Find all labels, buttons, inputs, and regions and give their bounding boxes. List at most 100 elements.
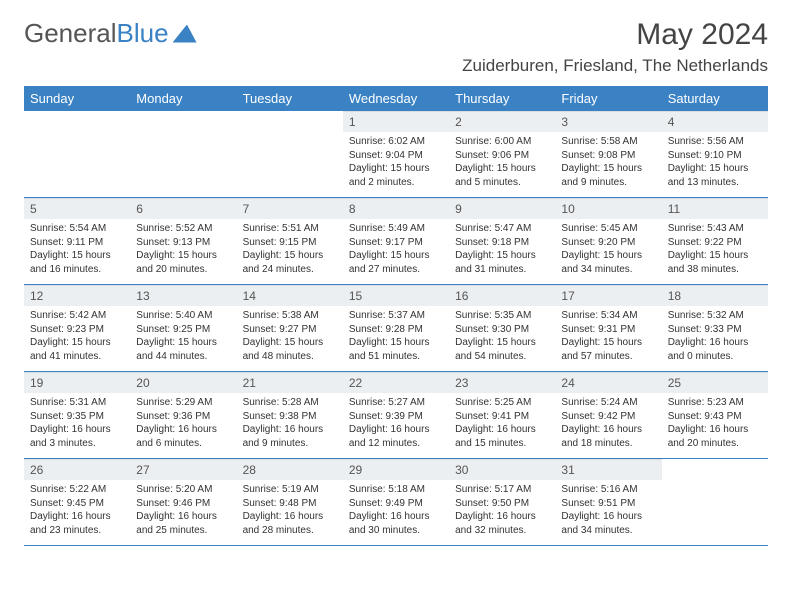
day-number: 5 — [24, 198, 130, 219]
day-cell-26: 26Sunrise: 5:22 AMSunset: 9:45 PMDayligh… — [24, 459, 130, 546]
empty-cell — [237, 111, 343, 198]
day-header-row: SundayMondayTuesdayWednesdayThursdayFrid… — [24, 86, 768, 111]
day-cell-30: 30Sunrise: 5:17 AMSunset: 9:50 PMDayligh… — [449, 459, 555, 546]
day-number: 25 — [662, 372, 768, 393]
day-cell-8: 8Sunrise: 5:49 AMSunset: 9:17 PMDaylight… — [343, 198, 449, 285]
month-title: May 2024 — [462, 18, 768, 52]
day-number: 21 — [237, 372, 343, 393]
day-number: 12 — [24, 285, 130, 306]
day-number: 18 — [662, 285, 768, 306]
day-details: Sunrise: 5:38 AMSunset: 9:27 PMDaylight:… — [237, 306, 343, 371]
day-number: 13 — [130, 285, 236, 306]
day-cell-19: 19Sunrise: 5:31 AMSunset: 9:35 PMDayligh… — [24, 372, 130, 459]
day-number: 7 — [237, 198, 343, 219]
day-number: 20 — [130, 372, 236, 393]
day-number: 26 — [24, 459, 130, 480]
day-number: 29 — [343, 459, 449, 480]
day-details: Sunrise: 5:34 AMSunset: 9:31 PMDaylight:… — [555, 306, 661, 371]
day-details: Sunrise: 5:45 AMSunset: 9:20 PMDaylight:… — [555, 219, 661, 284]
empty-cell — [24, 111, 130, 198]
day-details: Sunrise: 5:27 AMSunset: 9:39 PMDaylight:… — [343, 393, 449, 458]
day-details: Sunrise: 5:23 AMSunset: 9:43 PMDaylight:… — [662, 393, 768, 458]
day-number: 28 — [237, 459, 343, 480]
day-cell-21: 21Sunrise: 5:28 AMSunset: 9:38 PMDayligh… — [237, 372, 343, 459]
day-details: Sunrise: 5:19 AMSunset: 9:48 PMDaylight:… — [237, 480, 343, 545]
day-number: 24 — [555, 372, 661, 393]
day-number: 27 — [130, 459, 236, 480]
day-details: Sunrise: 5:25 AMSunset: 9:41 PMDaylight:… — [449, 393, 555, 458]
brand-part2: Blue — [117, 18, 169, 49]
day-cell-25: 25Sunrise: 5:23 AMSunset: 9:43 PMDayligh… — [662, 372, 768, 459]
header: GeneralBlue May 2024 Zuiderburen, Friesl… — [24, 18, 768, 76]
day-details: Sunrise: 5:58 AMSunset: 9:08 PMDaylight:… — [555, 132, 661, 197]
day-header-tuesday: Tuesday — [237, 86, 343, 111]
day-number: 1 — [343, 111, 449, 132]
day-cell-12: 12Sunrise: 5:42 AMSunset: 9:23 PMDayligh… — [24, 285, 130, 372]
day-details: Sunrise: 5:31 AMSunset: 9:35 PMDaylight:… — [24, 393, 130, 458]
day-number: 14 — [237, 285, 343, 306]
day-cell-22: 22Sunrise: 5:27 AMSunset: 9:39 PMDayligh… — [343, 372, 449, 459]
location-text: Zuiderburen, Friesland, The Netherlands — [462, 56, 768, 76]
empty-daytext — [130, 131, 236, 183]
day-number: 4 — [662, 111, 768, 132]
day-cell-3: 3Sunrise: 5:58 AMSunset: 9:08 PMDaylight… — [555, 111, 661, 198]
day-header-friday: Friday — [555, 86, 661, 111]
day-cell-20: 20Sunrise: 5:29 AMSunset: 9:36 PMDayligh… — [130, 372, 236, 459]
empty-daytext — [24, 131, 130, 183]
day-details: Sunrise: 5:56 AMSunset: 9:10 PMDaylight:… — [662, 132, 768, 197]
empty-daytext — [237, 131, 343, 183]
day-number: 2 — [449, 111, 555, 132]
day-details: Sunrise: 5:54 AMSunset: 9:11 PMDaylight:… — [24, 219, 130, 284]
calendar-table: SundayMondayTuesdayWednesdayThursdayFrid… — [24, 86, 768, 546]
day-details: Sunrise: 5:47 AMSunset: 9:18 PMDaylight:… — [449, 219, 555, 284]
day-number: 17 — [555, 285, 661, 306]
calendar-body: 1Sunrise: 6:02 AMSunset: 9:04 PMDaylight… — [24, 111, 768, 546]
day-details: Sunrise: 5:37 AMSunset: 9:28 PMDaylight:… — [343, 306, 449, 371]
day-cell-5: 5Sunrise: 5:54 AMSunset: 9:11 PMDaylight… — [24, 198, 130, 285]
day-cell-17: 17Sunrise: 5:34 AMSunset: 9:31 PMDayligh… — [555, 285, 661, 372]
day-details: Sunrise: 5:32 AMSunset: 9:33 PMDaylight:… — [662, 306, 768, 371]
empty-daynum — [24, 111, 130, 131]
day-details: Sunrise: 5:42 AMSunset: 9:23 PMDaylight:… — [24, 306, 130, 371]
day-number: 6 — [130, 198, 236, 219]
day-details: Sunrise: 5:18 AMSunset: 9:49 PMDaylight:… — [343, 480, 449, 545]
day-number: 22 — [343, 372, 449, 393]
day-cell-10: 10Sunrise: 5:45 AMSunset: 9:20 PMDayligh… — [555, 198, 661, 285]
day-number: 11 — [662, 198, 768, 219]
day-header-saturday: Saturday — [662, 86, 768, 111]
day-header-monday: Monday — [130, 86, 236, 111]
empty-daytext — [662, 479, 768, 531]
day-details: Sunrise: 5:35 AMSunset: 9:30 PMDaylight:… — [449, 306, 555, 371]
day-details: Sunrise: 5:43 AMSunset: 9:22 PMDaylight:… — [662, 219, 768, 284]
day-cell-27: 27Sunrise: 5:20 AMSunset: 9:46 PMDayligh… — [130, 459, 236, 546]
day-details: Sunrise: 5:22 AMSunset: 9:45 PMDaylight:… — [24, 480, 130, 545]
day-cell-2: 2Sunrise: 6:00 AMSunset: 9:06 PMDaylight… — [449, 111, 555, 198]
day-number: 30 — [449, 459, 555, 480]
day-number: 9 — [449, 198, 555, 219]
day-details: Sunrise: 6:02 AMSunset: 9:04 PMDaylight:… — [343, 132, 449, 197]
day-details: Sunrise: 5:16 AMSunset: 9:51 PMDaylight:… — [555, 480, 661, 545]
day-number: 3 — [555, 111, 661, 132]
day-cell-11: 11Sunrise: 5:43 AMSunset: 9:22 PMDayligh… — [662, 198, 768, 285]
day-details: Sunrise: 5:51 AMSunset: 9:15 PMDaylight:… — [237, 219, 343, 284]
day-details: Sunrise: 5:24 AMSunset: 9:42 PMDaylight:… — [555, 393, 661, 458]
day-cell-7: 7Sunrise: 5:51 AMSunset: 9:15 PMDaylight… — [237, 198, 343, 285]
day-cell-23: 23Sunrise: 5:25 AMSunset: 9:41 PMDayligh… — [449, 372, 555, 459]
day-cell-9: 9Sunrise: 5:47 AMSunset: 9:18 PMDaylight… — [449, 198, 555, 285]
day-cell-31: 31Sunrise: 5:16 AMSunset: 9:51 PMDayligh… — [555, 459, 661, 546]
day-details: Sunrise: 6:00 AMSunset: 9:06 PMDaylight:… — [449, 132, 555, 197]
day-details: Sunrise: 5:49 AMSunset: 9:17 PMDaylight:… — [343, 219, 449, 284]
day-number: 15 — [343, 285, 449, 306]
day-cell-13: 13Sunrise: 5:40 AMSunset: 9:25 PMDayligh… — [130, 285, 236, 372]
day-number: 16 — [449, 285, 555, 306]
logo-triangle-icon — [173, 25, 197, 43]
day-cell-24: 24Sunrise: 5:24 AMSunset: 9:42 PMDayligh… — [555, 372, 661, 459]
day-details: Sunrise: 5:20 AMSunset: 9:46 PMDaylight:… — [130, 480, 236, 545]
day-details: Sunrise: 5:52 AMSunset: 9:13 PMDaylight:… — [130, 219, 236, 284]
day-cell-15: 15Sunrise: 5:37 AMSunset: 9:28 PMDayligh… — [343, 285, 449, 372]
day-details: Sunrise: 5:17 AMSunset: 9:50 PMDaylight:… — [449, 480, 555, 545]
empty-daynum — [662, 459, 768, 479]
empty-cell — [130, 111, 236, 198]
day-cell-16: 16Sunrise: 5:35 AMSunset: 9:30 PMDayligh… — [449, 285, 555, 372]
title-block: May 2024 Zuiderburen, Friesland, The Net… — [462, 18, 768, 76]
